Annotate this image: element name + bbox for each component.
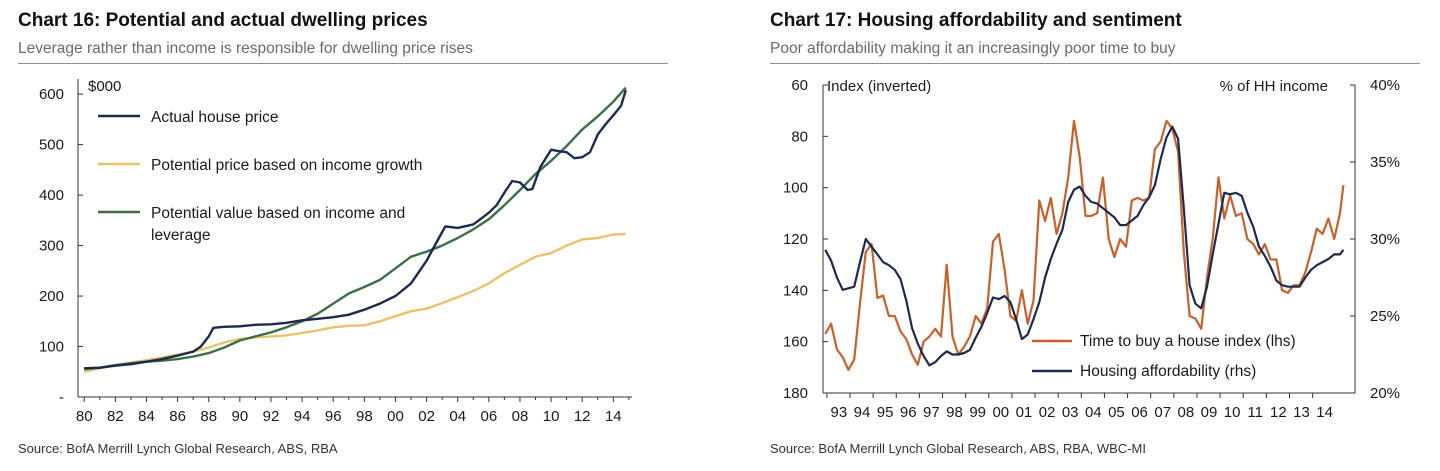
- chart-17-x-tick-label: 93: [831, 404, 848, 421]
- chart-16-y-tick-label: 200: [39, 288, 64, 305]
- chart-16-y-tick-label: 100: [39, 339, 64, 356]
- chart-16-x-tick-label: 08: [512, 408, 529, 425]
- chart-17-x-tick-label: 08: [1177, 404, 1194, 421]
- chart-17-x-tick-label: 09: [1201, 404, 1218, 421]
- chart-17-series-line-0: [824, 119, 1345, 371]
- chart-16-x-tick-label: 86: [169, 408, 186, 425]
- chart-16-x-tick-label: 92: [263, 408, 280, 425]
- chart-17-x-tick-label: 94: [854, 404, 871, 421]
- chart-17-x-tick-label: 11: [1247, 404, 1263, 421]
- chart-16-legend-label-cont: leverage: [151, 227, 210, 244]
- chart-17-title-rule: [770, 63, 1420, 64]
- chart-16-y-tick-label: 500: [39, 137, 64, 154]
- chart-17-x-tick-label: 97: [923, 404, 940, 421]
- chart-16-x-tick-label: 02: [418, 408, 435, 425]
- chart-16-x-tick-label: 98: [356, 408, 373, 425]
- chart-17-legend-label: Housing affordability (rhs): [1080, 363, 1256, 380]
- chart-17-x-tick-label: 00: [992, 404, 1009, 421]
- chart-17-x-tick-label: 03: [1062, 404, 1079, 421]
- chart-17-x-tick-label: 96: [900, 404, 917, 421]
- chart-17-title: Chart 17: Housing affordability and sent…: [770, 10, 1182, 31]
- chart-17-left-tick-label: 120: [783, 231, 808, 248]
- chart-16-x-tick-label: 10: [543, 408, 560, 425]
- chart-17-left-tick-label: 80: [791, 128, 808, 145]
- chart-16-x-tick-label: 82: [107, 408, 124, 425]
- chart-17-series-line-1: [824, 125, 1345, 367]
- chart-17-x-tick-label: 13: [1293, 404, 1310, 421]
- chart-16-legend-label: Actual house price: [151, 109, 279, 126]
- chart-17-right-tick-label: 20%: [1370, 385, 1400, 402]
- chart-16-legend-label: Potential value based on income and: [151, 205, 405, 222]
- chart-16-legend-label: Potential price based on income growth: [151, 157, 422, 174]
- chart-16-x-tick-label: 88: [200, 408, 217, 425]
- chart-16-series-line-1: [83, 232, 626, 373]
- chart-16-y-tick-label: 600: [39, 86, 64, 103]
- chart-17-x-tick-label: 02: [1039, 404, 1056, 421]
- chart-16-panel: Chart 16: Potential and actual dwelling …: [18, 0, 688, 471]
- chart-17-x-tick-label: 98: [946, 404, 963, 421]
- chart-17-right-tick-label: 30%: [1370, 231, 1400, 248]
- chart-16-x-tick-label: 96: [325, 408, 342, 425]
- chart-17-left-tick-label: 160: [783, 334, 808, 351]
- chart-16-x-tick-label: 00: [387, 408, 404, 425]
- chart-16-series-line-0: [84, 89, 627, 370]
- chart-17-plot: Index (inverted) % of HH income 60801001…: [783, 77, 1400, 421]
- chart-17-x-tick-label: 01: [1016, 404, 1033, 421]
- chart-16-unit-label: $000: [88, 78, 121, 95]
- chart-16-y-tick-label: -: [59, 389, 64, 406]
- chart-17-left-tick-label: 180: [783, 385, 808, 402]
- chart-17-x-tick-label: 06: [1131, 404, 1148, 421]
- chart-16-x-tick-label: 90: [231, 408, 248, 425]
- chart-16-x-tick-label: 06: [480, 408, 497, 425]
- chart-16-x-tick-label: 94: [294, 408, 311, 425]
- chart-17-x-tick-label: 05: [1108, 404, 1125, 421]
- chart-17-x-tick-label: 95: [877, 404, 894, 421]
- chart-17-axes: 60 80 100 120 140 160 180 20% 25% 30% 35% 40% 93 94 95…: [783, 77, 1400, 421]
- chart-16-x-tick-label: 84: [138, 408, 155, 425]
- chart-16-title: Chart 16: Potential and actual dwelling …: [18, 10, 428, 31]
- chart-17-right-tick-label: 40%: [1370, 77, 1400, 94]
- chart-17-left-tick-label: 140: [783, 282, 808, 299]
- chart-17-x-tick-label: 07: [1154, 404, 1171, 421]
- chart-16-x-tick-label: 80: [76, 408, 93, 425]
- chart-17-right-axis-label: % of HH income: [1220, 78, 1328, 95]
- chart-17-x-tick-label: 04: [1085, 404, 1102, 421]
- chart-17-x-tick-label: 12: [1270, 404, 1287, 421]
- chart-17-left-tick-label: 100: [783, 180, 808, 197]
- chart-16-legend: Actual house price Potential price based …: [98, 109, 422, 244]
- chart-16-series: [83, 86, 627, 373]
- chart-17-subtitle: Poor affordability making it an increasi…: [770, 40, 1176, 57]
- chart-16-x-tick-label: 14: [605, 408, 622, 425]
- chart-17-source: Source: BofA Merrill Lynch Global Resear…: [770, 441, 1146, 456]
- chart-16-x-tick-label: 04: [449, 408, 466, 425]
- chart-17-legend: Time to buy a house index (lhs) Housing a…: [1032, 333, 1296, 380]
- chart-16-title-rule: [18, 63, 668, 64]
- chart-17-right-tick-label: 25%: [1370, 308, 1400, 325]
- chart-17-legend-label: Time to buy a house index (lhs): [1080, 333, 1296, 350]
- chart-16-source: Source: BofA Merrill Lynch Global Resear…: [18, 441, 338, 456]
- chart-16-x-tick-label: 12: [574, 408, 591, 425]
- chart-17-right-tick-label: 35%: [1370, 154, 1400, 171]
- chart-17-x-tick-label: 14: [1316, 404, 1333, 421]
- chart-17-left-tick-label: 60: [791, 77, 808, 94]
- chart-17-panel: Chart 17: Housing affordability and sent…: [770, 0, 1440, 471]
- chart-17-series: [824, 119, 1345, 371]
- chart-16-subtitle: Leverage rather than income is responsib…: [18, 40, 473, 57]
- chart-17-left-axis-label: Index (inverted): [827, 78, 931, 95]
- chart-17-x-tick-label: 99: [969, 404, 986, 421]
- chart-17-x-tick-label: 10: [1224, 404, 1241, 421]
- chart-16-y-tick-label: 300: [39, 238, 64, 255]
- chart-16-y-tick-label: 400: [39, 187, 64, 204]
